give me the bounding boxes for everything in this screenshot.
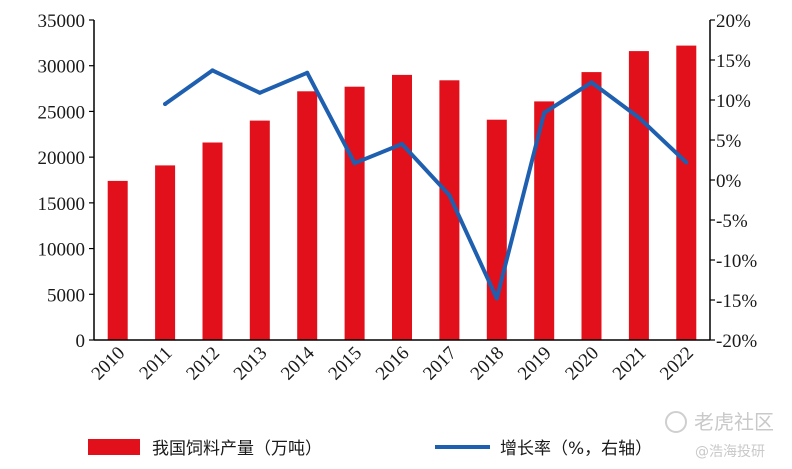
growth-point-2017 [447,193,452,198]
growth-rate-line [163,68,689,301]
right-tick-label: 0% [716,171,742,192]
growth-point-2019 [542,110,547,115]
growth-point-2015 [352,161,357,166]
right-tick-label: 5% [716,131,742,152]
growth-point-2018 [494,296,499,301]
bar-2018 [486,119,507,340]
left-tick-label: 5000 [47,285,85,306]
x-tick-label: 2016 [372,343,414,385]
growth-point-2016 [400,142,404,146]
x-tick-label: 2011 [135,343,176,384]
right-tick-label: -10% [716,251,757,272]
right-tick-label: -5% [716,211,748,232]
left-axis-ticks: 0 5000 10000 15000 20000 25000 30000 35000 [38,11,94,352]
right-tick-label: -20% [716,331,757,352]
growth-point-2021 [636,115,641,120]
right-axis-ticks: -20% -15% -10% -5% 0% 5% 10% 15% 20% [710,11,757,352]
left-tick-label: 20000 [38,148,86,169]
growth-point-2011 [163,102,168,106]
bar-2010 [107,180,128,340]
x-tick-label: 2020 [561,343,603,385]
bar-2017 [439,80,460,341]
left-tick-label: 30000 [38,57,86,78]
legend-bar-label: 我国饲料产量（万吨） [152,439,322,459]
x-tick-label: 2012 [182,343,224,385]
growth-point-2013 [257,90,262,95]
left-tick-label: 0 [76,331,86,352]
legend: 我国饲料产量（万吨） 增长率（%，右轴） [88,439,652,459]
legend-line-label: 增长率（%，右轴） [500,439,652,459]
watermark-logo-icon [665,411,687,433]
bar-2020 [581,72,602,340]
right-tick-label: 10% [716,91,751,112]
x-tick-label: 2019 [514,343,556,385]
x-tick-label: 2013 [230,343,272,385]
left-tick-label: 35000 [38,11,86,32]
x-tick-label: 2015 [324,343,366,385]
x-tick-label: 2017 [419,343,461,385]
bar-2016 [392,74,412,341]
growth-point-2014 [305,70,310,75]
bar-2011 [155,165,176,340]
right-tick-label: 20% [716,11,751,32]
bar-series [107,45,697,341]
x-tick-label: 2010 [88,343,130,385]
growth-point-2012 [210,68,215,73]
bar-2019 [534,101,555,341]
x-tick-label: 2022 [656,343,698,385]
growth-point-2022 [684,160,689,165]
growth-point-2020 [589,80,594,85]
left-tick-label: 25000 [38,102,86,123]
bar-2015 [344,86,365,340]
x-tick-label: 2014 [277,342,319,384]
watermark-top-text: 老虎社区 [694,410,774,434]
right-tick-label: -15% [716,291,757,312]
x-tick-label: 2021 [609,343,651,385]
line-series [163,68,689,301]
x-tick-label: 2018 [467,343,509,385]
x-axis-ticks: 2010 2011 2012 2013 2014 2015 2016 2017 2018 2019… [88,342,698,384]
bar-2012 [202,142,223,340]
right-tick-label: 15% [716,51,751,72]
legend-bar-swatch [88,439,140,455]
bar-2014 [297,91,318,340]
left-tick-label: 10000 [38,240,86,261]
bar-2022 [676,45,697,340]
left-tick-label: 15000 [38,194,86,215]
bar-2021 [628,51,649,340]
bar-2013 [249,120,270,340]
watermark-bottom-text: @浩海投研 [695,444,765,460]
watermark: 老虎社区 @浩海投研 [665,410,774,460]
